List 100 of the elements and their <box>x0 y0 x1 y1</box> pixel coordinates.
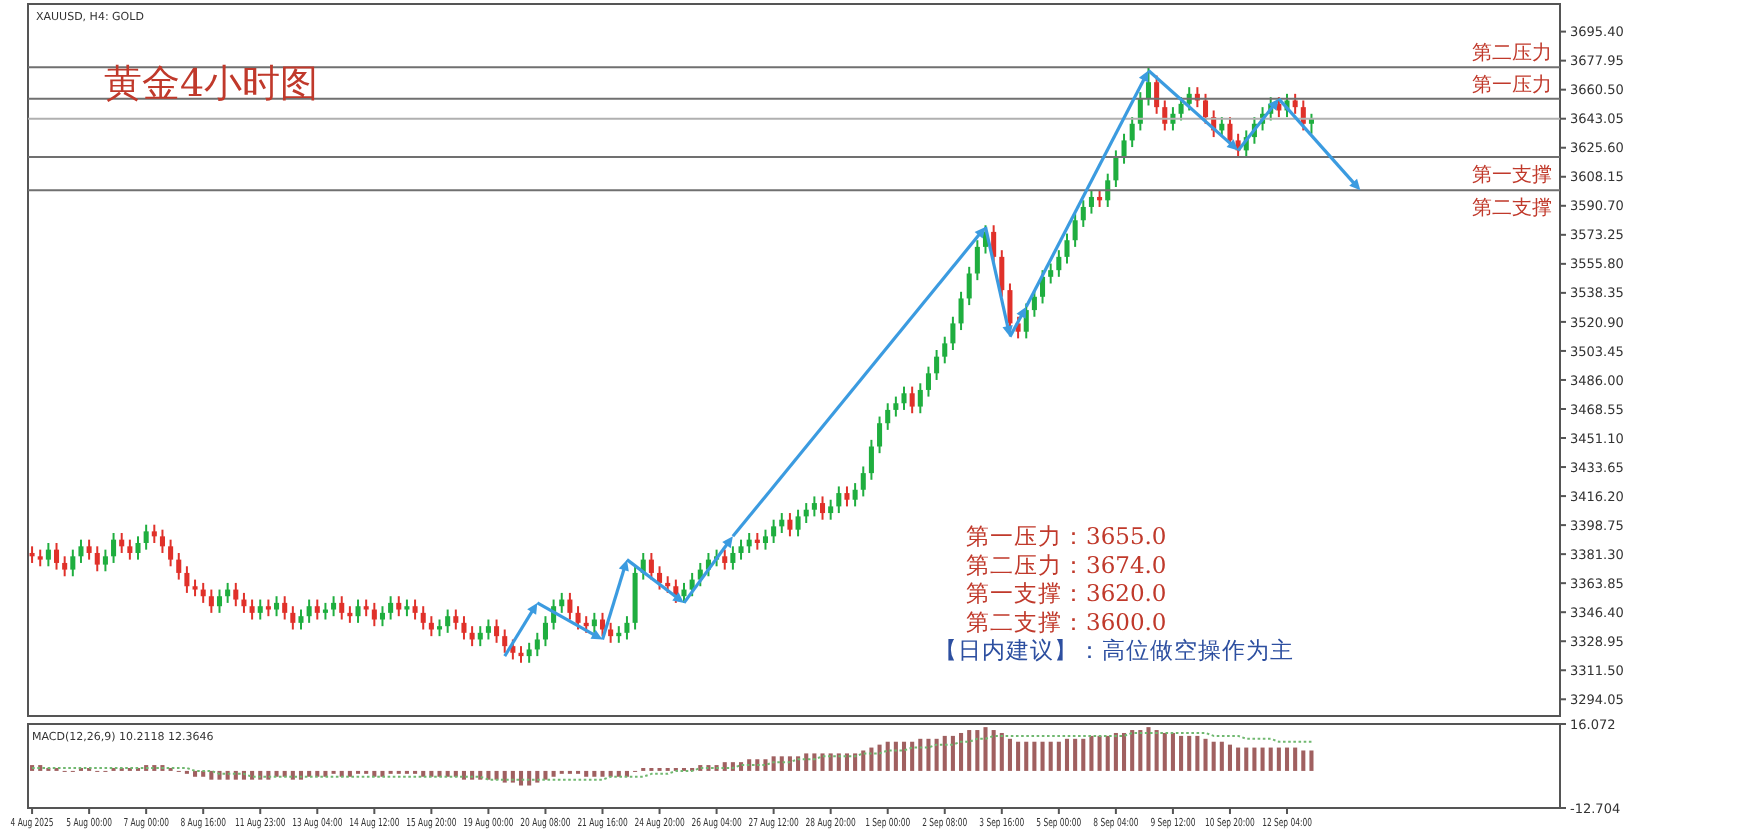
candlestick <box>722 548 728 571</box>
bar <box>437 770 442 777</box>
bar <box>193 770 198 777</box>
bar <box>1138 730 1143 771</box>
bar <box>1081 738 1086 771</box>
bar <box>812 753 817 771</box>
bar <box>1236 747 1241 771</box>
bar <box>1121 732 1127 771</box>
candlestick <box>681 581 687 604</box>
candlestick <box>1292 92 1298 115</box>
bar <box>551 770 556 777</box>
annotation: 第一压力：3655.0 <box>966 522 1167 551</box>
candlestick <box>159 528 165 554</box>
candlestick <box>828 498 834 521</box>
bar <box>421 770 426 777</box>
ref-line-label: 第一压力 <box>1472 72 1552 97</box>
bar <box>950 735 955 771</box>
candlestick <box>78 538 84 564</box>
candlestick <box>958 290 964 332</box>
bar <box>779 756 784 771</box>
candlestick <box>371 601 377 628</box>
candlestick <box>762 528 768 551</box>
bar <box>518 770 524 786</box>
candlestick <box>844 485 850 508</box>
bar <box>1211 741 1216 771</box>
bar <box>763 759 768 771</box>
candlestick <box>257 598 263 621</box>
candlestick <box>1048 262 1054 285</box>
bar <box>1309 750 1314 771</box>
bar <box>274 770 279 777</box>
candlestick <box>494 618 500 644</box>
candlestick <box>1056 249 1062 278</box>
candlestick <box>1178 96 1184 122</box>
candlestick <box>1121 132 1127 165</box>
bar <box>1301 750 1306 771</box>
bar <box>1195 735 1200 771</box>
bar <box>942 735 947 771</box>
bar <box>445 770 450 777</box>
annotation: 【日内建议】：高位做空操作为主 <box>934 636 1294 664</box>
candlestick <box>502 628 508 654</box>
bar <box>1162 732 1167 771</box>
bar <box>1203 738 1208 771</box>
candlestick <box>445 608 451 634</box>
candlestick <box>787 512 793 538</box>
bar <box>1048 741 1053 771</box>
bar <box>584 770 589 777</box>
bar <box>1268 747 1273 771</box>
candlestick <box>127 538 133 561</box>
bar <box>738 762 744 771</box>
bar <box>1284 747 1290 771</box>
bar <box>747 759 752 771</box>
candlestick <box>624 615 630 641</box>
bar <box>1105 735 1110 771</box>
candlestick <box>1088 189 1094 215</box>
bar <box>869 747 874 771</box>
bar <box>535 770 540 783</box>
candlestick <box>151 523 157 544</box>
bar <box>836 753 841 771</box>
bar <box>853 753 858 771</box>
bar <box>250 770 255 780</box>
bar <box>209 770 214 780</box>
candlestick <box>1031 289 1037 318</box>
bar <box>999 732 1004 771</box>
bar <box>975 730 980 771</box>
bar <box>1187 735 1192 771</box>
candlestick <box>811 495 817 518</box>
candlestick <box>648 551 654 581</box>
candlestick <box>836 485 842 515</box>
bar <box>1260 747 1265 771</box>
bar <box>1179 735 1184 771</box>
bar <box>1227 744 1232 771</box>
line-series <box>31 731 1313 781</box>
candlestick <box>298 608 304 631</box>
candlestick <box>45 541 51 568</box>
candlestick <box>820 495 826 521</box>
candlestick <box>216 588 223 614</box>
candlestick <box>184 565 190 594</box>
bar <box>1293 747 1298 771</box>
text: 黄金4小时图 <box>104 62 319 106</box>
bar <box>967 730 972 771</box>
bar <box>787 756 792 771</box>
bar <box>910 741 915 771</box>
candlestick <box>1113 149 1119 188</box>
candlestick <box>314 598 320 621</box>
candlestick <box>893 395 899 418</box>
candlestick <box>485 618 491 641</box>
bar <box>722 762 727 771</box>
candlestick <box>917 382 923 415</box>
candlestick <box>966 265 972 307</box>
bar <box>233 770 238 780</box>
candlestick <box>282 595 288 621</box>
bar <box>820 753 825 771</box>
bar <box>926 738 931 771</box>
candlestick <box>795 508 801 538</box>
bar <box>502 770 507 783</box>
candlestick <box>877 415 883 455</box>
bar <box>893 741 898 771</box>
candlestick <box>1080 199 1086 228</box>
candlestick <box>738 538 744 561</box>
bar <box>527 770 532 786</box>
